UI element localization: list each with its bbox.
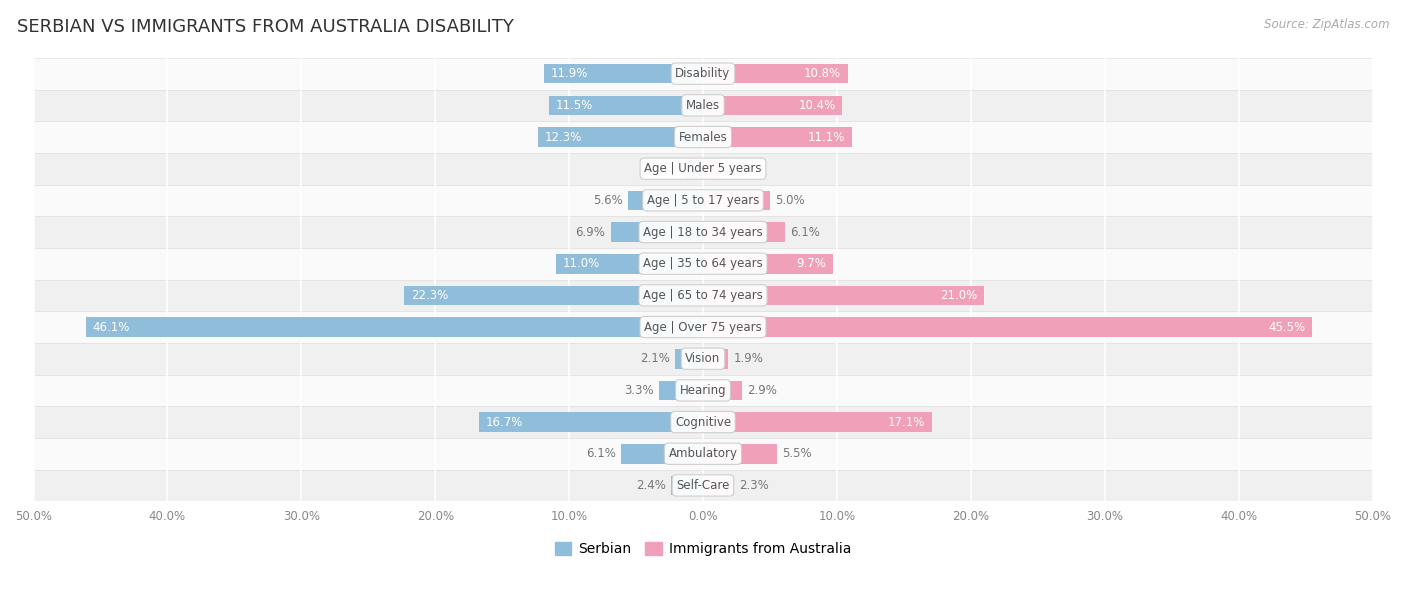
Text: 46.1%: 46.1% (93, 321, 129, 334)
Text: Vision: Vision (685, 353, 721, 365)
Bar (703, 444, 776, 463)
Text: 1.9%: 1.9% (734, 353, 763, 365)
Text: 2.3%: 2.3% (740, 479, 769, 492)
Text: 1.3%: 1.3% (651, 162, 681, 175)
Bar (34, 121, 1372, 153)
Text: Females: Females (679, 130, 727, 144)
Bar (34, 153, 1372, 185)
Bar (703, 64, 848, 83)
Text: 6.1%: 6.1% (586, 447, 616, 460)
Text: 2.9%: 2.9% (747, 384, 778, 397)
Bar (703, 127, 852, 147)
Bar (703, 254, 832, 274)
Bar (34, 469, 1372, 501)
Text: 9.7%: 9.7% (796, 257, 827, 271)
Text: Cognitive: Cognitive (675, 416, 731, 428)
Bar (555, 254, 703, 274)
Bar (405, 286, 703, 305)
Bar (34, 343, 1372, 375)
Bar (86, 317, 703, 337)
Bar (703, 412, 932, 432)
Text: 3.3%: 3.3% (624, 384, 654, 397)
Text: 22.3%: 22.3% (411, 289, 449, 302)
Text: Age | Over 75 years: Age | Over 75 years (644, 321, 762, 334)
Bar (479, 412, 703, 432)
Text: 6.9%: 6.9% (575, 226, 605, 239)
Text: Age | Under 5 years: Age | Under 5 years (644, 162, 762, 175)
Text: Age | 5 to 17 years: Age | 5 to 17 years (647, 194, 759, 207)
Bar (628, 190, 703, 210)
Text: Age | 35 to 64 years: Age | 35 to 64 years (643, 257, 763, 271)
Bar (703, 159, 718, 179)
Text: 1.2%: 1.2% (724, 162, 754, 175)
Text: 11.0%: 11.0% (562, 257, 599, 271)
Text: 10.8%: 10.8% (804, 67, 841, 80)
Bar (34, 185, 1372, 216)
Text: 6.1%: 6.1% (790, 226, 820, 239)
Bar (610, 222, 703, 242)
Bar (34, 438, 1372, 469)
Bar (703, 190, 770, 210)
Bar (34, 280, 1372, 312)
Text: 2.4%: 2.4% (636, 479, 665, 492)
Text: 10.4%: 10.4% (799, 99, 835, 112)
Bar (34, 375, 1372, 406)
Text: 5.0%: 5.0% (775, 194, 804, 207)
Bar (621, 444, 703, 463)
Bar (703, 95, 842, 115)
Text: 21.0%: 21.0% (941, 289, 977, 302)
Text: Self-Care: Self-Care (676, 479, 730, 492)
Text: 45.5%: 45.5% (1268, 321, 1306, 334)
Bar (548, 95, 703, 115)
Bar (703, 317, 1312, 337)
Bar (686, 159, 703, 179)
Text: 11.9%: 11.9% (550, 67, 588, 80)
Bar (703, 349, 728, 368)
Text: 16.7%: 16.7% (486, 416, 523, 428)
Text: Disability: Disability (675, 67, 731, 80)
Text: 17.1%: 17.1% (889, 416, 925, 428)
Bar (675, 349, 703, 368)
Bar (34, 248, 1372, 280)
Bar (34, 312, 1372, 343)
Bar (703, 476, 734, 495)
Bar (703, 222, 785, 242)
Text: 11.1%: 11.1% (807, 130, 845, 144)
Bar (34, 406, 1372, 438)
Text: Age | 65 to 74 years: Age | 65 to 74 years (643, 289, 763, 302)
Bar (659, 381, 703, 400)
Bar (34, 89, 1372, 121)
Text: Hearing: Hearing (679, 384, 727, 397)
Bar (671, 476, 703, 495)
Text: SERBIAN VS IMMIGRANTS FROM AUSTRALIA DISABILITY: SERBIAN VS IMMIGRANTS FROM AUSTRALIA DIS… (17, 18, 513, 36)
Text: 2.1%: 2.1% (640, 353, 669, 365)
Text: Age | 18 to 34 years: Age | 18 to 34 years (643, 226, 763, 239)
Text: 11.5%: 11.5% (555, 99, 593, 112)
Text: 5.6%: 5.6% (593, 194, 623, 207)
Bar (34, 58, 1372, 89)
Bar (703, 286, 984, 305)
Text: Males: Males (686, 99, 720, 112)
Bar (34, 216, 1372, 248)
Bar (703, 381, 742, 400)
Text: Ambulatory: Ambulatory (668, 447, 738, 460)
Bar (538, 127, 703, 147)
Text: Source: ZipAtlas.com: Source: ZipAtlas.com (1264, 18, 1389, 31)
Legend: Serbian, Immigrants from Australia: Serbian, Immigrants from Australia (555, 542, 851, 556)
Text: 12.3%: 12.3% (546, 130, 582, 144)
Bar (544, 64, 703, 83)
Text: 5.5%: 5.5% (782, 447, 811, 460)
